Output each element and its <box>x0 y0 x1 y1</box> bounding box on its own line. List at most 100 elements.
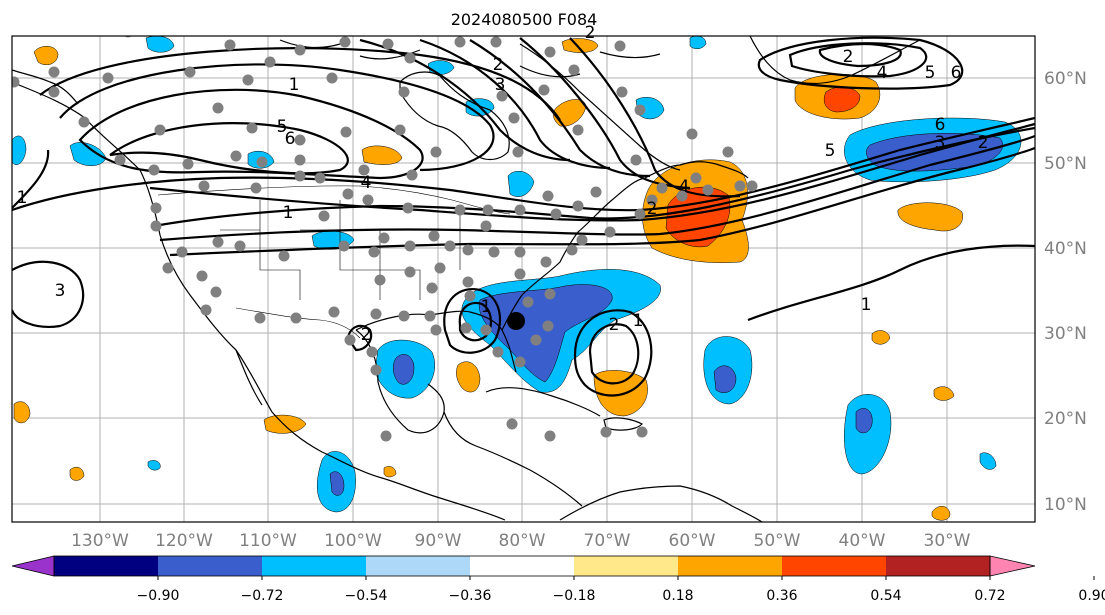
station-dot <box>198 180 210 192</box>
contour-l <box>469 39 651 178</box>
anomaly-bc-pos <box>33 46 59 65</box>
anomaly-ne-pos <box>931 506 951 521</box>
station-dot <box>482 204 494 216</box>
station-dot <box>550 208 562 220</box>
lon-label: 40°W <box>839 531 886 551</box>
contour-label: 5 <box>825 141 836 161</box>
contour-label: 6 <box>951 63 962 83</box>
anomaly-neg-small8 <box>12 135 27 165</box>
station-dot <box>398 310 410 322</box>
colorbar-tick-label: 0.18 <box>662 588 693 604</box>
colorbar-tick-label: −0.18 <box>553 588 596 604</box>
coastlines <box>12 36 921 522</box>
colorbar-tick-label: −0.36 <box>449 588 492 604</box>
lon-label: 100°W <box>324 531 382 551</box>
contour-label: 2 <box>647 199 658 219</box>
station-dot <box>544 46 556 58</box>
station-dot <box>154 124 166 136</box>
anomaly-gulf-pos <box>456 361 481 393</box>
contour-d <box>159 134 1035 242</box>
station-dot <box>114 154 126 166</box>
contour-bermuda-low-2 <box>588 323 640 385</box>
anomaly-epac-inner <box>329 471 345 496</box>
station-dot <box>722 146 734 158</box>
anomaly-gulf-inner <box>393 354 415 385</box>
station-dot <box>394 124 406 136</box>
station-dot <box>514 246 526 258</box>
station-dot <box>404 52 416 64</box>
colorbar-segment <box>678 556 782 576</box>
station-dot <box>434 262 446 274</box>
coast-pacific <box>12 81 506 521</box>
anomaly-atl1-inner <box>713 365 737 393</box>
anomaly-labsea-pos <box>553 99 587 127</box>
contour-label: 2 <box>978 133 989 153</box>
station-dot <box>294 44 306 56</box>
station-dot <box>290 312 302 324</box>
station-dot <box>646 194 658 206</box>
station-dot <box>576 234 588 246</box>
lon-label: 90°W <box>415 531 462 551</box>
station-dot <box>402 202 414 214</box>
station-dot <box>380 430 392 442</box>
anomaly-mex-pos <box>263 414 307 434</box>
colorbar: −0.90 −0.72 −0.54 −0.36 −0.18 0.18 0.36 0.54 0.7… <box>11 555 1105 604</box>
station-dot <box>230 150 242 162</box>
contour-lines <box>12 36 1035 397</box>
station-dot <box>430 146 442 158</box>
anomaly-trop-pos <box>933 386 955 401</box>
contour-label: 1 <box>289 75 300 95</box>
station-dot <box>404 266 416 278</box>
station-dot <box>404 240 416 252</box>
contour-i <box>39 47 561 121</box>
colorbar-extend-high <box>989 555 1036 577</box>
colorbar-tick-label: 0.72 <box>974 588 1005 604</box>
colorbar-tick-label: 0.36 <box>766 588 797 604</box>
station-dot <box>196 270 208 282</box>
station-dot <box>374 274 386 286</box>
station-dots <box>12 36 758 442</box>
storm-center-marker <box>507 312 525 330</box>
station-dot <box>568 64 580 76</box>
anomaly-pos-small1 <box>871 330 891 345</box>
lon-label: 30°W <box>924 531 971 551</box>
station-dot <box>338 240 350 252</box>
station-dot <box>378 232 390 244</box>
colorbar-segment <box>574 556 678 576</box>
contour-label: 1 <box>633 311 644 331</box>
contour-mex-loop <box>346 324 373 352</box>
station-dot <box>362 194 374 206</box>
station-dot <box>686 128 698 140</box>
station-dot <box>544 288 556 300</box>
station-dot <box>702 184 714 196</box>
longitude-labels: 130°W 120°W 110°W 100°W 90°W 80°W 70°W 60°W 50°W… <box>71 531 971 551</box>
latitude-labels: 60°N 50°N 40°N 30°N 20°N 10°N <box>1044 69 1087 515</box>
station-dot <box>656 182 668 194</box>
anomaly-midatl-pos <box>897 202 963 232</box>
contour-label: 2 <box>843 47 854 67</box>
contour-bermuda-low <box>573 309 653 397</box>
station-dot <box>428 230 440 242</box>
colorbar-tick-label: 0.54 <box>870 588 901 604</box>
anomaly-carib-pos <box>383 466 397 478</box>
station-dot <box>150 202 162 214</box>
contour-label: 1 <box>861 295 872 315</box>
station-dot <box>464 290 476 302</box>
station-dot <box>542 190 554 202</box>
contour-label: 2 <box>493 55 504 75</box>
contour-label: 6 <box>285 129 296 149</box>
station-dot <box>634 104 646 116</box>
contour-greenland-2 <box>788 42 928 78</box>
anomaly-neg-small3 <box>507 170 535 197</box>
colorbar-extend-low <box>11 555 55 577</box>
station-dot <box>339 36 351 48</box>
station-dot <box>604 226 616 238</box>
anomaly-arctic-pos <box>561 38 599 53</box>
station-dot <box>614 40 626 52</box>
station-dot <box>102 72 114 84</box>
contour-label: 6 <box>935 115 946 135</box>
anomaly-pac-pos2 <box>69 466 85 481</box>
station-dot <box>636 426 648 438</box>
shaded-anomalies <box>12 36 1022 521</box>
